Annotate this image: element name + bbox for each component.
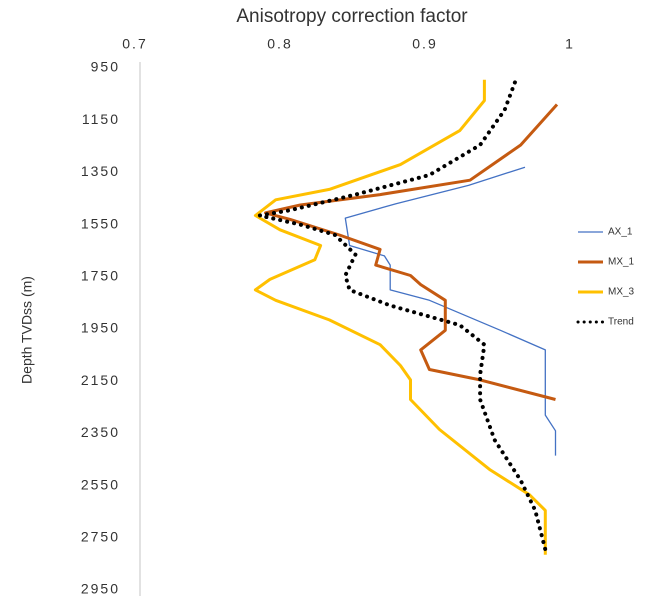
y-tick-label: 2950 xyxy=(81,581,120,597)
y-tick-label: 950 xyxy=(91,59,120,75)
y-tick-label: 2350 xyxy=(81,424,120,440)
legend-label: MX_3 xyxy=(608,287,635,298)
y-tick-label: 2150 xyxy=(81,372,120,388)
legend-label: Trend xyxy=(608,317,634,328)
y-tick-label: 2750 xyxy=(81,529,120,545)
y-axis-label: Depth TVDss (m) xyxy=(19,276,35,384)
y-tick-label: 2550 xyxy=(81,476,120,492)
x-tick-label: 0.8 xyxy=(267,36,292,52)
x-tick-label: 0.9 xyxy=(412,36,437,52)
chart-title: Anisotropy correction factor xyxy=(236,6,468,27)
x-tick-label: 1 xyxy=(565,36,575,52)
legend-label: AX_1 xyxy=(608,227,633,238)
series-line xyxy=(253,79,547,555)
y-tick-label: 1750 xyxy=(81,268,120,284)
series-line xyxy=(344,166,557,456)
x-tick-label: 0.7 xyxy=(122,36,147,52)
y-tick-label: 1550 xyxy=(81,215,120,231)
y-tick-label: 1150 xyxy=(82,111,120,127)
y-tick-label: 1950 xyxy=(81,320,120,336)
legend-label: MX_1 xyxy=(608,257,635,268)
series-line xyxy=(257,80,548,552)
series-line xyxy=(264,103,559,401)
y-tick-label: 1350 xyxy=(81,163,120,179)
